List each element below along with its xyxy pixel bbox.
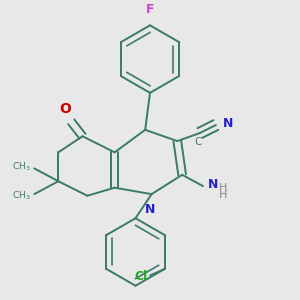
Text: N: N [208,178,218,191]
Text: CH$_3$: CH$_3$ [12,160,31,173]
Text: N: N [223,117,233,130]
Text: N: N [145,203,155,216]
Text: CH$_3$: CH$_3$ [12,190,31,202]
Text: O: O [59,102,71,116]
Text: C: C [194,137,202,147]
Text: Cl: Cl [134,270,148,284]
Text: H: H [218,190,227,200]
Text: H: H [218,183,227,193]
Text: F: F [146,3,154,16]
